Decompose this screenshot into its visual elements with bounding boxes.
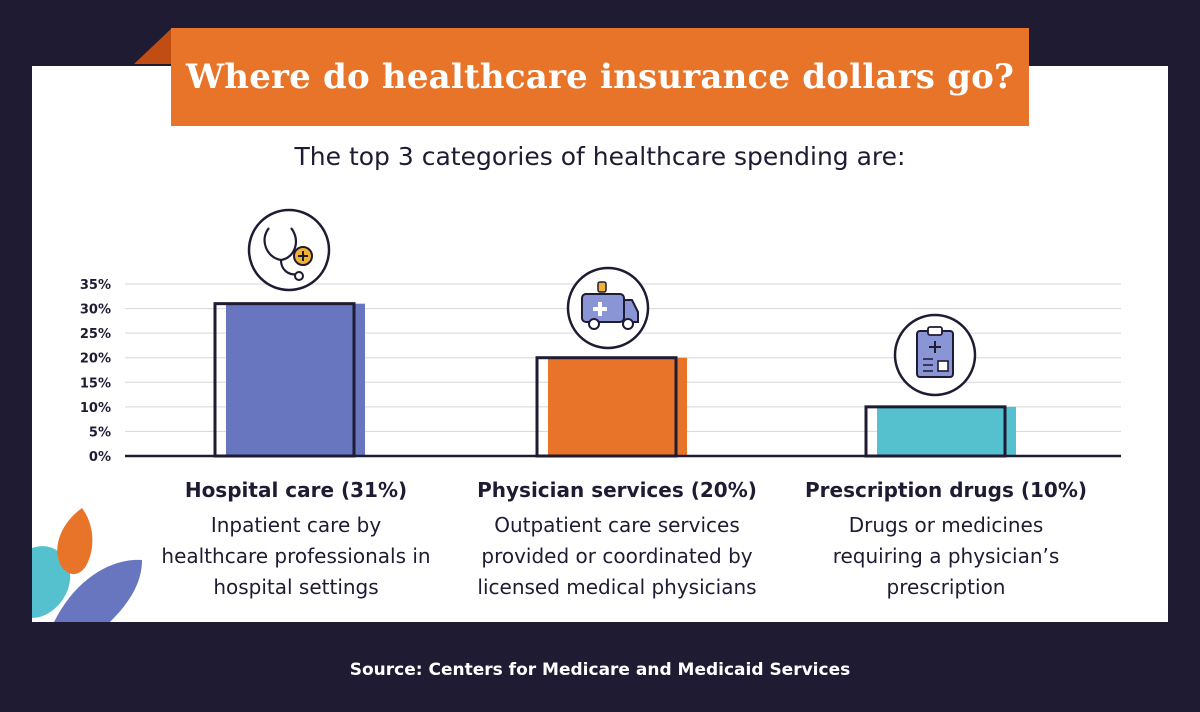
category-name: Physician services (20%) xyxy=(477,478,757,502)
bar-1 xyxy=(548,357,687,456)
orange-leaf xyxy=(57,508,93,575)
y-tick-label: 5% xyxy=(89,425,111,440)
category-name: Prescription drugs (10%) xyxy=(805,478,1087,502)
prescription-clipboard-icon xyxy=(893,313,977,397)
bar-0 xyxy=(226,303,365,456)
ambulance-icon xyxy=(566,266,650,350)
subtitle: The top 3 categories of healthcare spend… xyxy=(294,142,906,171)
category-description: Outpatient care services provided or coo… xyxy=(477,513,757,599)
stethoscope-icon xyxy=(247,208,331,292)
source-credit: Source: Centers for Medicare and Medicai… xyxy=(349,660,851,680)
category-hospital: Hospital care (31%) Inpatient care by he… xyxy=(136,478,456,603)
banner-fold xyxy=(134,28,172,64)
page-title: Where do healthcare insurance dollars go… xyxy=(185,57,1015,97)
y-tick-label: 20% xyxy=(80,352,111,367)
leaf-decoration xyxy=(32,508,142,622)
category-description: Drugs or medicines requiring a physician… xyxy=(832,513,1060,599)
bars xyxy=(213,302,1016,458)
category-description: Inpatient care by healthcare professiona… xyxy=(161,513,431,599)
purple-leaf xyxy=(54,559,142,622)
y-tick-label: 10% xyxy=(80,401,111,416)
bar-2 xyxy=(877,406,1016,456)
title-banner: Where do healthcare insurance dollars go… xyxy=(171,28,1029,126)
y-tick-label: 30% xyxy=(80,303,111,318)
category-drugs: Prescription drugs (10%) Drugs or medici… xyxy=(786,478,1106,603)
category-name: Hospital care (31%) xyxy=(184,478,408,502)
y-tick-label: 0% xyxy=(89,450,111,465)
y-tick-label: 35% xyxy=(80,278,111,293)
category-physician: Physician services (20%) Outpatient care… xyxy=(457,478,777,603)
y-tick-label: 25% xyxy=(80,327,111,342)
y-tick-label: 15% xyxy=(80,376,111,391)
y-axis-ticks: 0% 5% 10% 15% 20% 25% 30% 35% xyxy=(80,278,111,465)
